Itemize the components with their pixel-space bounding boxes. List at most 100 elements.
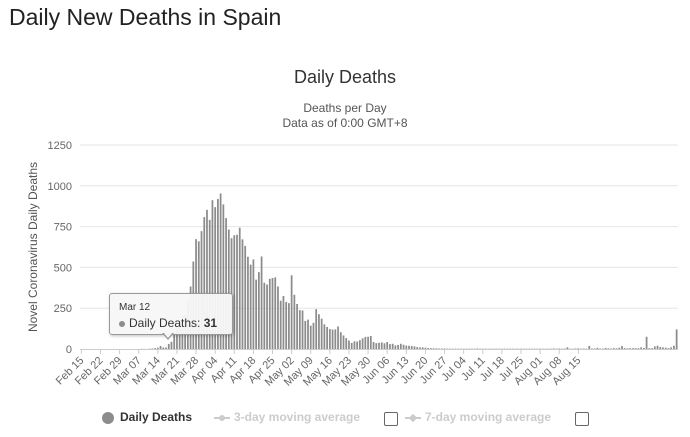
bar[interactable] <box>260 256 263 349</box>
bar[interactable] <box>375 343 378 349</box>
bar[interactable] <box>342 335 345 349</box>
bar[interactable] <box>208 219 211 349</box>
bar[interactable] <box>293 294 296 349</box>
bar[interactable] <box>206 209 208 349</box>
checkbox-7-day-average[interactable] <box>575 412 589 426</box>
bar[interactable] <box>383 343 386 349</box>
bar[interactable] <box>386 341 389 349</box>
bar[interactable] <box>391 343 394 349</box>
bar[interactable] <box>380 342 383 349</box>
bar[interactable] <box>566 347 569 349</box>
bar[interactable] <box>159 346 162 349</box>
bar[interactable] <box>238 227 241 349</box>
bar[interactable] <box>642 348 645 349</box>
bar[interactable] <box>176 325 178 350</box>
bar[interactable] <box>430 348 432 349</box>
bar[interactable] <box>274 277 277 349</box>
bar[interactable] <box>309 325 312 349</box>
bar[interactable] <box>405 345 408 349</box>
bar[interactable] <box>645 336 648 349</box>
bar[interactable] <box>397 344 399 349</box>
bar[interactable] <box>331 329 334 349</box>
bar[interactable] <box>408 345 410 349</box>
bar[interactable] <box>154 348 156 349</box>
bar[interactable] <box>326 326 328 349</box>
bar[interactable] <box>424 347 427 349</box>
bar[interactable] <box>211 200 214 349</box>
bar[interactable] <box>664 347 667 349</box>
checkbox-3-day-average[interactable] <box>384 412 398 426</box>
bar[interactable] <box>435 348 438 349</box>
bar[interactable] <box>364 336 367 349</box>
bar[interactable] <box>252 259 255 349</box>
bar[interactable] <box>427 348 430 349</box>
bar[interactable] <box>288 303 290 349</box>
bar[interactable] <box>359 340 361 349</box>
bar[interactable] <box>268 278 271 349</box>
legend-item-daily-deaths[interactable]: Daily Deaths <box>102 410 192 424</box>
bar[interactable] <box>173 332 176 349</box>
bar[interactable] <box>162 347 165 349</box>
bar[interactable] <box>323 324 326 349</box>
bar[interactable] <box>282 295 285 349</box>
bar[interactable] <box>651 348 653 349</box>
legend-item-3-day-average[interactable]: 3-day moving average <box>214 410 360 424</box>
bar[interactable] <box>285 302 288 349</box>
bar[interactable] <box>413 346 416 349</box>
bar[interactable] <box>615 348 618 349</box>
bar[interactable] <box>233 235 236 349</box>
bar[interactable] <box>667 348 670 349</box>
bar[interactable] <box>369 335 372 349</box>
bar[interactable] <box>337 326 339 349</box>
bar[interactable] <box>612 348 615 349</box>
bar[interactable] <box>372 341 375 349</box>
bar[interactable] <box>432 348 435 349</box>
bar[interactable] <box>334 329 337 349</box>
bar[interactable] <box>378 342 380 349</box>
bar[interactable] <box>596 347 599 349</box>
bar[interactable] <box>419 347 421 349</box>
bar[interactable] <box>247 256 249 349</box>
bar[interactable] <box>222 204 225 349</box>
bar[interactable] <box>588 345 591 349</box>
bar[interactable] <box>249 264 252 349</box>
bar[interactable] <box>315 309 318 349</box>
bar[interactable] <box>421 347 424 349</box>
bar[interactable] <box>301 310 304 349</box>
bar[interactable] <box>402 344 405 349</box>
bar[interactable] <box>225 218 227 349</box>
bar[interactable] <box>304 320 307 349</box>
bar[interactable] <box>350 342 353 349</box>
bar[interactable] <box>662 347 664 349</box>
bar[interactable] <box>389 344 391 349</box>
bar[interactable] <box>298 310 301 349</box>
bar[interactable] <box>394 345 397 349</box>
bar[interactable] <box>607 348 610 349</box>
bar[interactable] <box>621 346 623 349</box>
bar[interactable] <box>257 272 260 349</box>
bar[interactable] <box>219 193 222 349</box>
bar[interactable] <box>632 348 634 349</box>
bar[interactable] <box>653 346 656 349</box>
bar[interactable] <box>353 341 356 349</box>
bar[interactable] <box>626 348 629 349</box>
bar[interactable] <box>156 347 159 349</box>
bar[interactable] <box>659 347 662 349</box>
bar[interactable] <box>312 322 315 349</box>
bar[interactable] <box>637 348 640 349</box>
bar[interactable] <box>277 286 279 349</box>
bar[interactable] <box>263 282 266 349</box>
bar[interactable] <box>307 319 309 349</box>
bar[interactable] <box>367 336 369 349</box>
bar[interactable] <box>640 347 643 349</box>
bar[interactable] <box>244 245 247 349</box>
bar[interactable] <box>200 231 203 349</box>
bar[interactable] <box>255 279 257 349</box>
bar[interactable] <box>410 346 413 349</box>
bar[interactable] <box>675 329 678 349</box>
bar[interactable] <box>279 300 282 349</box>
bar[interactable] <box>290 275 293 349</box>
bar[interactable] <box>634 348 637 349</box>
bar[interactable] <box>339 332 342 349</box>
bars[interactable] <box>140 193 678 350</box>
